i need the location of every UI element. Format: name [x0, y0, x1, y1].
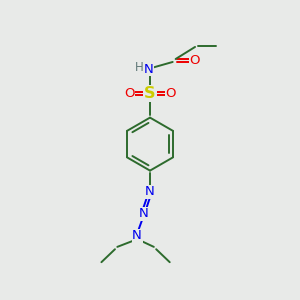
Text: O: O: [190, 54, 200, 67]
Text: S: S: [144, 86, 156, 101]
Text: N: N: [132, 230, 142, 242]
Text: N: N: [139, 207, 148, 220]
Text: O: O: [124, 87, 135, 100]
Text: N: N: [145, 185, 155, 198]
Text: O: O: [165, 87, 176, 100]
Text: H: H: [134, 61, 143, 74]
Text: N: N: [144, 63, 154, 76]
